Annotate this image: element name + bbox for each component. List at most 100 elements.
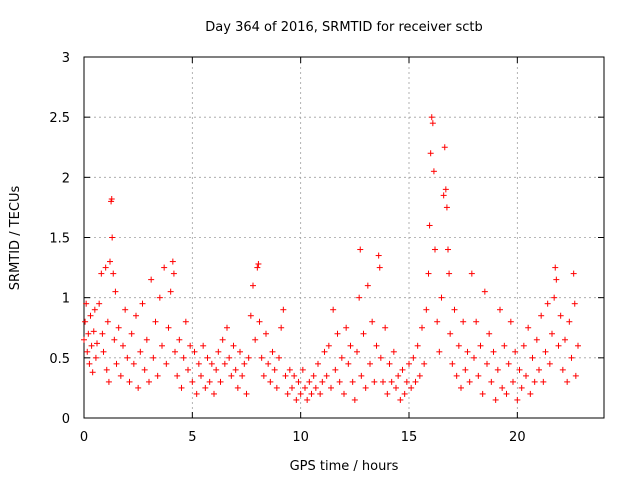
data-point <box>382 324 389 331</box>
data-point <box>185 366 191 373</box>
y-tick-label: 3 <box>62 51 70 66</box>
data-point <box>146 378 152 385</box>
data-points <box>81 114 581 403</box>
data-point <box>202 384 209 391</box>
data-point <box>170 270 177 277</box>
data-point <box>154 372 161 379</box>
data-point <box>462 366 469 373</box>
tick-labels: 0 5 10 15 20 0 0.5 1 1.5 2 2.5 3 <box>49 51 525 445</box>
data-point <box>507 318 514 325</box>
data-point <box>88 342 95 349</box>
data-point <box>451 306 458 313</box>
data-point <box>115 324 122 331</box>
data-point <box>523 372 529 379</box>
data-point <box>406 360 412 367</box>
data-point <box>564 378 571 385</box>
data-point <box>86 360 93 367</box>
data-point <box>441 144 448 151</box>
data-point <box>336 378 343 385</box>
data-point <box>434 318 441 325</box>
data-point <box>273 384 280 391</box>
data-point <box>100 348 107 355</box>
data-point <box>538 312 545 319</box>
data-point <box>531 378 538 385</box>
data-point <box>505 360 512 367</box>
data-point <box>354 348 360 355</box>
data-point <box>302 384 308 391</box>
data-point <box>481 288 488 295</box>
data-point <box>347 342 354 349</box>
data-point <box>518 384 525 391</box>
data-point <box>449 360 456 367</box>
data-point <box>492 396 499 403</box>
data-point <box>562 336 568 343</box>
data-point <box>466 378 473 385</box>
data-point <box>247 312 254 319</box>
x-tick-label: 0 <box>80 430 88 445</box>
y-tick-label: 2.5 <box>49 111 70 126</box>
x-tick-label: 15 <box>401 430 418 445</box>
data-point <box>159 342 165 349</box>
data-point <box>438 294 445 301</box>
data-point <box>572 372 579 379</box>
data-point <box>436 348 443 355</box>
data-point <box>252 336 259 343</box>
data-point <box>263 330 269 337</box>
data-point <box>141 366 148 373</box>
x-tick-label: 5 <box>188 430 196 445</box>
data-point <box>512 348 519 355</box>
data-point <box>289 384 295 391</box>
data-point <box>510 378 516 385</box>
data-point <box>90 328 97 335</box>
data-point <box>83 300 90 307</box>
data-point <box>269 348 276 355</box>
data-point <box>399 366 406 373</box>
data-point <box>176 336 183 343</box>
data-point <box>369 318 376 325</box>
data-point <box>167 288 174 295</box>
data-point <box>375 252 382 259</box>
data-point <box>390 348 397 355</box>
data-point <box>128 330 135 337</box>
data-point <box>228 372 235 379</box>
data-point <box>139 300 146 307</box>
data-point <box>104 318 111 325</box>
data-point <box>112 288 119 295</box>
data-point <box>443 204 450 211</box>
data-point <box>514 396 521 403</box>
data-point <box>475 372 482 379</box>
data-point <box>568 354 575 361</box>
y-axis-label: SRMTID / TECUs <box>8 186 23 291</box>
data-point <box>193 390 200 397</box>
data-point <box>419 324 425 331</box>
data-point <box>178 384 185 391</box>
data-point <box>412 378 419 385</box>
data-point <box>208 360 215 367</box>
data-point <box>430 168 437 175</box>
data-point <box>230 342 237 349</box>
data-point <box>395 372 402 379</box>
data-point <box>117 372 124 379</box>
data-point <box>291 372 298 379</box>
data-point <box>254 264 261 271</box>
y-tick-label: 0.5 <box>49 352 70 367</box>
data-point <box>94 340 100 347</box>
data-point <box>410 354 417 361</box>
data-point <box>306 378 313 385</box>
data-point <box>386 360 393 367</box>
data-point <box>371 378 378 385</box>
data-point <box>84 348 91 355</box>
data-point <box>544 300 551 307</box>
grid <box>84 57 604 418</box>
data-point <box>464 348 471 355</box>
data-point <box>109 234 116 241</box>
data-point <box>102 264 109 271</box>
data-point <box>447 330 454 337</box>
data-point <box>557 312 564 319</box>
data-point <box>338 354 345 361</box>
data-point <box>570 270 577 277</box>
data-point <box>341 390 347 397</box>
data-point <box>169 258 176 265</box>
data-point <box>384 390 391 397</box>
